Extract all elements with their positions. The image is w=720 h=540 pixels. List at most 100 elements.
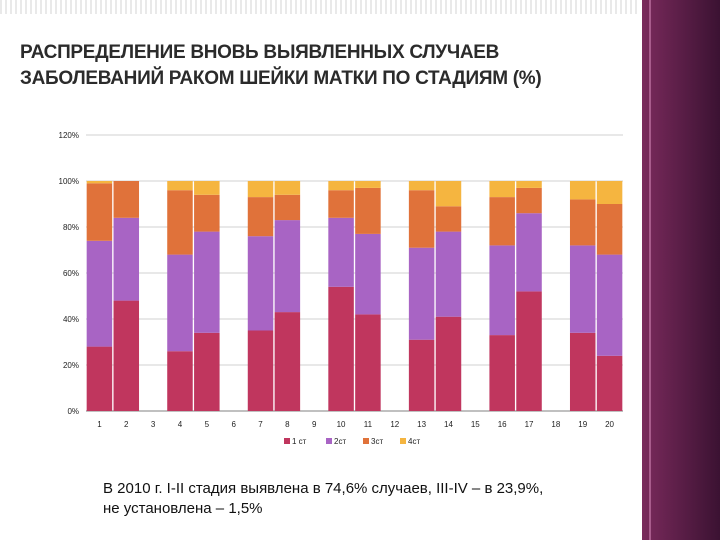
bar-segment (435, 316, 462, 411)
bar-segment (274, 312, 301, 411)
bar-segment (86, 181, 113, 184)
bar-segment (247, 197, 274, 237)
legend-swatch (284, 438, 290, 444)
bar-segment (489, 197, 515, 246)
bar-segment (596, 204, 623, 255)
bar-segment (435, 231, 462, 317)
x-tick-label: 3 (151, 420, 156, 429)
bar-segment (435, 181, 462, 207)
bar-segment (328, 190, 354, 218)
x-tick-label: 4 (178, 420, 183, 429)
legend-label: 2ст (334, 437, 346, 446)
x-tick-label: 12 (390, 420, 399, 429)
bar-segment (569, 245, 596, 333)
bar-segment (516, 187, 542, 214)
bar-segment (274, 181, 301, 195)
y-tick-label: 20% (63, 361, 79, 370)
bar-segment (408, 247, 435, 340)
y-tick-label: 80% (63, 223, 79, 232)
x-tick-label: 15 (471, 420, 480, 429)
y-tick-label: 40% (63, 315, 79, 324)
bar-segment (408, 190, 435, 248)
bar-segment (167, 254, 193, 352)
y-tick-label: 120% (59, 131, 79, 140)
slide-title-line-1: РАСПРЕДЕЛЕНИЕ ВНОВЬ ВЫЯВЛЕННЫХ СЛУЧАЕВ (20, 42, 500, 63)
bar-segment (489, 335, 515, 411)
x-tick-label: 10 (337, 420, 346, 429)
bar-segment (86, 183, 113, 241)
slide-title: РАСПРЕДЕЛЕНИЕ ВНОВЬ ВЫЯВЛЕННЫХ СЛУЧАЕВ З… (20, 40, 640, 92)
x-tick-label: 16 (498, 420, 507, 429)
bar-segment (596, 355, 623, 411)
bar-segment (274, 194, 301, 221)
bar-segment (274, 220, 301, 313)
caption-line-1: В 2010 г. I-II стадия выявлена в 74,6% с… (103, 480, 544, 497)
x-tick-label: 1 (97, 420, 102, 429)
right-panel-divider (649, 0, 651, 540)
bar-segment (569, 332, 596, 411)
bar-segment (328, 181, 354, 191)
legend-label: 4ст (408, 437, 420, 446)
bar-segment (355, 187, 381, 234)
legend-swatch (363, 438, 369, 444)
x-tick-label: 6 (231, 420, 236, 429)
x-tick-label: 17 (525, 420, 534, 429)
bar-segment (355, 314, 381, 411)
bar-segment (408, 339, 435, 411)
bar-segment (86, 346, 113, 411)
x-tick-label: 14 (444, 420, 453, 429)
bar-segment (247, 236, 274, 331)
x-tick-label: 9 (312, 420, 317, 429)
bar-segment (516, 181, 542, 188)
slide-caption: В 2010 г. I-II стадия выявлена в 74,6% с… (103, 479, 643, 519)
bar-segment (569, 181, 596, 200)
bar-segment (167, 190, 193, 255)
bar-segment (596, 181, 623, 204)
legend-swatch (326, 438, 332, 444)
legend-swatch (400, 438, 406, 444)
x-tick-label: 20 (605, 420, 614, 429)
y-tick-label: 0% (67, 407, 79, 416)
slide-title-line-2: ЗАБОЛЕВАНИЙ РАКОМ ШЕЙКИ МАТКИ ПО СТАДИЯМ… (20, 68, 542, 89)
bar-segment (435, 206, 462, 232)
y-tick-label: 60% (63, 269, 79, 278)
legend-label: 3ст (371, 437, 383, 446)
bar-segment (86, 240, 113, 347)
bar-segment (328, 286, 354, 411)
bar-segment (596, 254, 623, 356)
y-tick-label: 100% (59, 177, 79, 186)
caption-line-2: не установлена – 1,5% (103, 500, 263, 517)
bar-segment (167, 351, 193, 411)
bar-segment (489, 181, 515, 198)
bar-segment (113, 300, 140, 411)
bar-segment (113, 217, 140, 301)
bar-segment (247, 181, 274, 198)
top-decorative-stripes (0, 0, 640, 14)
bar-segment (194, 194, 220, 232)
x-tick-label: 19 (578, 420, 587, 429)
bar-segment (569, 199, 596, 246)
x-tick-label: 7 (258, 420, 263, 429)
x-tick-label: 8 (285, 420, 290, 429)
bar-segment (516, 291, 542, 411)
x-tick-label: 11 (364, 420, 373, 429)
bar-segment (328, 217, 354, 287)
bar-segment (408, 181, 435, 191)
bar-segment (167, 181, 193, 191)
bar-segment (247, 330, 274, 411)
bar-segment (516, 213, 542, 292)
bar-segment (489, 245, 515, 336)
x-tick-label: 13 (417, 420, 426, 429)
legend-label: 1 ст (292, 437, 307, 446)
bar-segment (113, 181, 140, 218)
bar-segment (194, 332, 220, 411)
right-decorative-panel (642, 0, 720, 540)
x-tick-label: 2 (124, 420, 129, 429)
bar-segment (355, 181, 381, 188)
bar-segment (355, 233, 381, 315)
x-tick-label: 18 (551, 420, 560, 429)
bar-segment (194, 231, 220, 333)
x-tick-label: 5 (205, 420, 210, 429)
bar-segment (194, 181, 220, 195)
